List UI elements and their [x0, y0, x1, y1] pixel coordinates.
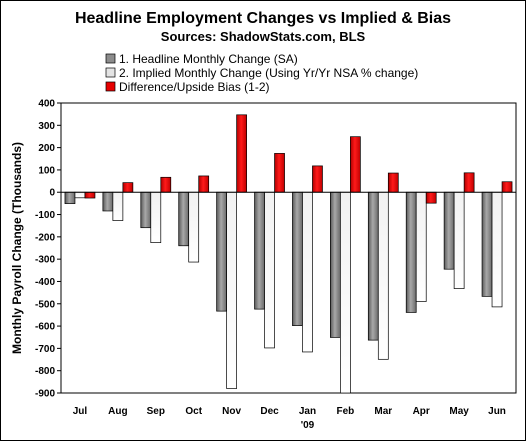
- bar-series-3: [350, 136, 361, 193]
- bar-series-1: [481, 191, 493, 297]
- y-tick-label: 400: [38, 99, 55, 110]
- bar-series-3: [312, 165, 323, 193]
- bar-series-2: [264, 191, 275, 349]
- bar-series-3: [198, 175, 210, 193]
- bar-series-2: [150, 191, 162, 243]
- bar-series-3: [463, 172, 475, 193]
- bar-series-2: [112, 191, 124, 221]
- y-tick-label: 0: [49, 188, 55, 199]
- x-tick-label: Jul: [73, 406, 88, 417]
- bar-series-2: [302, 191, 313, 353]
- legend-item-headline: 1. Headline Monthly Change (SA): [105, 52, 298, 66]
- y-tick-label: 300: [38, 121, 55, 132]
- x-tick-label: Jun: [488, 406, 506, 417]
- x-tick-label: May: [449, 406, 469, 417]
- y-tick-label: -100: [35, 210, 55, 221]
- bar-series-2: [377, 191, 389, 360]
- bar-series-3: [122, 182, 134, 193]
- y-tick-label: -300: [35, 255, 55, 266]
- plot-border: [60, 102, 517, 394]
- legend-item-difference: Difference/Upside Bias (1-2): [105, 80, 270, 94]
- bar-series-1: [367, 191, 379, 341]
- legend-label-implied: 2. Implied Monthly Change (Using Yr/Yr N…: [119, 66, 418, 80]
- legend-swatch-implied: [105, 67, 116, 78]
- bar-series-2: [491, 191, 503, 308]
- bar-series-2: [74, 191, 86, 199]
- y-tick-label: -400: [35, 277, 55, 288]
- bar-series-3: [387, 172, 399, 193]
- bar-series-2: [340, 191, 351, 394]
- x-tick-label: Feb: [336, 406, 354, 417]
- bar-series-1: [405, 191, 417, 313]
- bar-series-1: [330, 191, 341, 338]
- y-tick-label: -800: [35, 366, 55, 377]
- legend-item-implied: 2. Implied Monthly Change (Using Yr/Yr N…: [105, 66, 418, 80]
- y-tick-label: -200: [35, 232, 55, 243]
- bar-series-1: [64, 191, 76, 204]
- bar-series-3: [501, 181, 513, 193]
- bar-series-3: [160, 176, 172, 193]
- bar-series-2: [415, 191, 427, 302]
- bar-series-1: [254, 191, 265, 310]
- bar-series-1: [102, 191, 114, 212]
- bar-series-3: [236, 114, 247, 193]
- legend-swatch-headline: [105, 53, 116, 64]
- chart-title: Headline Employment Changes vs Implied &…: [75, 10, 451, 27]
- x-tick-label: Dec: [260, 406, 279, 417]
- legend-label-difference: Difference/Upside Bias (1-2): [119, 80, 270, 94]
- x-tick-label: Jan: [299, 406, 316, 417]
- bar-series-1: [443, 191, 455, 270]
- plot-area: 400 300 200 100 0 -100 -200 -300 -400 -500 -600 -70…: [35, 99, 517, 431]
- y-tick-label: -700: [35, 344, 55, 355]
- y-tick-label: -500: [35, 299, 55, 310]
- bar-series-3: [425, 191, 437, 204]
- bar-series-1: [140, 191, 152, 229]
- y-tick-label: 100: [38, 165, 55, 176]
- y-tick-label: -600: [35, 322, 55, 333]
- bar-series-2: [226, 191, 237, 389]
- y-tick-label: 200: [38, 143, 55, 154]
- bar-series-3: [274, 153, 285, 193]
- x-tick-label: Mar: [374, 406, 392, 417]
- x-tick-label: Aug: [108, 406, 127, 417]
- x-tick-label: Oct: [185, 406, 202, 417]
- bar-series-2: [188, 191, 200, 263]
- x-tick-label: Apr: [413, 406, 430, 417]
- legend-swatch-difference: [105, 81, 116, 92]
- bar-series-1: [178, 191, 190, 247]
- x-tick-label: Nov: [222, 406, 241, 417]
- x-tick-label: Sep: [147, 406, 165, 417]
- legend-label-headline: 1. Headline Monthly Change (SA): [119, 52, 298, 66]
- y-tick-label: -900: [35, 389, 55, 400]
- legend: 1. Headline Monthly Change (SA) 2. Impli…: [105, 52, 418, 94]
- y-axis-label: Monthly Payroll Change (Thousands): [10, 142, 24, 354]
- bar-series-1: [216, 191, 227, 312]
- x-year-label: '09: [301, 420, 315, 431]
- bar-series-2: [453, 191, 465, 289]
- bar-series-3: [84, 191, 96, 199]
- chart-subtitle: Sources: ShadowStats.com, BLS: [161, 29, 366, 44]
- bar-series-1: [292, 191, 303, 326]
